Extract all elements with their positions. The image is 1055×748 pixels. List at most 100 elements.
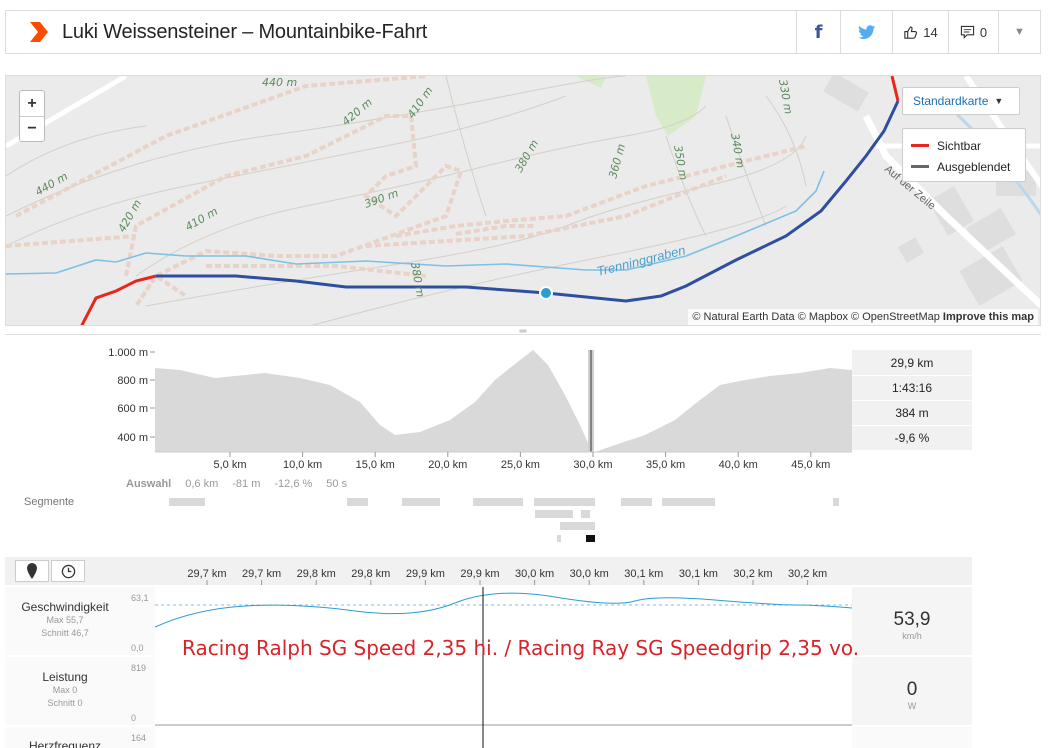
chevron-down-icon: ▼ — [1014, 26, 1025, 38]
analysis-toolbar — [5, 557, 972, 585]
zoom-control: + − — [19, 90, 45, 142]
comments-button[interactable]: 0 — [948, 11, 998, 53]
analysis-x-tick: 30,0 km — [515, 568, 554, 580]
segment-bar[interactable] — [621, 498, 652, 506]
elevation-x-tick: 5,0 km — [213, 459, 246, 471]
route-map[interactable]: 440 m 440 m 420 m 410 m 420 m 410 m 390 … — [5, 75, 1041, 326]
comment-count: 0 — [979, 24, 988, 40]
zoom-in-button[interactable]: + — [27, 94, 37, 112]
segment-bar[interactable] — [662, 498, 715, 506]
analysis-x-tick: 30,1 km — [624, 568, 663, 580]
contour-lines — [6, 76, 807, 325]
elevation-x-tick: 25,0 km — [501, 459, 540, 471]
elevation-profile-chart[interactable]: 1.000 m 800 m 600 m 400 m 5,0 km 10,0 km 15,0… — [0, 340, 860, 480]
elevation-area — [155, 350, 852, 452]
elevation-x-tick: 45,0 km — [791, 459, 830, 471]
segment-bars[interactable] — [150, 495, 850, 545]
heartrate-ymax: 164 — [131, 733, 147, 743]
analysis-x-tick: 29,7 km — [187, 568, 226, 580]
strava-chevron-icon — [30, 22, 48, 42]
trails — [6, 76, 807, 308]
kudos-button[interactable]: 14 — [892, 11, 948, 53]
analysis-x-tick: 29,9 km — [460, 568, 499, 580]
contour-label: 360 m — [606, 142, 628, 179]
selection-label: Auswahl — [126, 478, 172, 490]
segment-bar[interactable] — [557, 535, 561, 542]
activity-title: Luki Weissensteiner – Mountainbike-Fahrt — [62, 20, 428, 43]
thumbs-up-icon — [904, 25, 918, 39]
comment-icon — [960, 25, 975, 39]
resize-handle-icon[interactable]: ═ — [519, 326, 527, 337]
speed-label-group: Geschwindigkeit Max 55,7 Schnitt 46,7 — [5, 600, 125, 640]
contour-label: 410 m — [405, 84, 436, 120]
analysis-x-tick: 30,1 km — [679, 568, 718, 580]
contour-label: 330 m — [776, 78, 795, 115]
elevation-x-tick: 40,0 km — [719, 459, 758, 471]
power-value: 0 — [906, 679, 918, 700]
speed-value-box: 53,9 km/h — [852, 587, 972, 655]
segment-bar[interactable] — [473, 498, 523, 506]
selection-summary: Auswahl 0,6 km -81 m -12,6 % 50 s — [126, 478, 347, 490]
legend-swatch — [911, 165, 929, 168]
power-value-box: 0 W — [852, 657, 972, 725]
elevation-x-tick: 10,0 km — [283, 459, 322, 471]
facebook-share-button[interactable]: f — [796, 11, 840, 53]
segment-bar[interactable] — [169, 498, 205, 506]
segments-label: Segmente — [24, 496, 75, 508]
facebook-icon: f — [814, 21, 823, 43]
route-visible-red — [80, 274, 157, 325]
segment-bar[interactable] — [581, 510, 590, 518]
stream-label: Trenninggraben — [595, 242, 687, 279]
heartrate-label-group: Herzfrequenz — [5, 739, 125, 748]
attribution-text: © Natural Earth Data © Mapbox © OpenStre… — [692, 311, 940, 323]
activity-header: Luki Weissensteiner – Mountainbike-Fahrt… — [5, 10, 1041, 54]
elevation-x-tick: 20,0 km — [428, 459, 467, 471]
time-axis-toggle[interactable] — [51, 560, 85, 582]
map-pin-toggle[interactable] — [15, 560, 49, 582]
segment-bar-selected[interactable] — [586, 535, 595, 542]
improve-map-link[interactable]: Improve this map — [942, 311, 1034, 323]
zoom-out-button[interactable]: − — [20, 116, 44, 141]
selection-grade: -12,6 % — [274, 478, 313, 490]
legend-item-hidden: Ausgeblendet — [911, 156, 1025, 177]
elevation-section — [5, 334, 1041, 554]
contour-label: 440 m — [262, 76, 297, 89]
elevation-y-tick: 600 m — [117, 403, 148, 415]
twitter-icon — [857, 24, 875, 39]
analysis-x-tick: 30,0 km — [570, 568, 609, 580]
analysis-x-tick: 29,8 km — [297, 568, 336, 580]
elevation-x-tick: 30,0 km — [573, 459, 612, 471]
selection-stats: 29,9 km 1:43:16 384 m -9,6 % — [852, 350, 972, 450]
legend-label: Ausgeblendet — [937, 159, 1011, 174]
stat-grade: -9,6 % — [852, 425, 972, 450]
contour-label: 380 m — [512, 137, 541, 174]
segment-bar[interactable] — [535, 510, 573, 518]
route-selection — [156, 100, 900, 303]
segment-bar[interactable] — [534, 498, 595, 506]
more-actions-button[interactable]: ▼ — [998, 11, 1040, 53]
speed-label: Geschwindigkeit — [21, 600, 109, 614]
contour-label: 380 m — [408, 261, 427, 298]
power-avg: Schnitt 0 — [47, 698, 83, 708]
segment-bar[interactable] — [833, 498, 839, 506]
segment-bar[interactable] — [560, 522, 595, 530]
analysis-x-tick: 30,2 km — [788, 568, 827, 580]
power-ymin: 0 — [131, 713, 137, 723]
contour-label: 350 m — [671, 144, 690, 181]
speed-value: 53,9 — [893, 609, 931, 630]
elevation-x-tick: 15,0 km — [356, 459, 395, 471]
map-type-select[interactable]: Standardkarte ▼ — [902, 87, 1020, 115]
route-position-marker[interactable] — [539, 286, 553, 300]
stat-time: 1:43:16 — [852, 375, 972, 400]
segment-bar[interactable] — [347, 498, 368, 506]
twitter-share-button[interactable] — [840, 11, 892, 53]
legend-label: Sichtbar — [937, 138, 982, 153]
forest-area — [646, 76, 706, 136]
map-attribution: © Natural Earth Data © Mapbox © OpenStre… — [688, 309, 1038, 325]
map-canvas: 440 m 440 m 420 m 410 m 420 m 410 m 390 … — [6, 76, 1040, 325]
road — [862, 114, 1040, 309]
segment-bar[interactable] — [402, 498, 440, 506]
speed-ymin: 0,0 — [131, 643, 144, 653]
contour-label: 410 m — [183, 205, 220, 234]
analysis-charts[interactable] — [155, 587, 852, 748]
